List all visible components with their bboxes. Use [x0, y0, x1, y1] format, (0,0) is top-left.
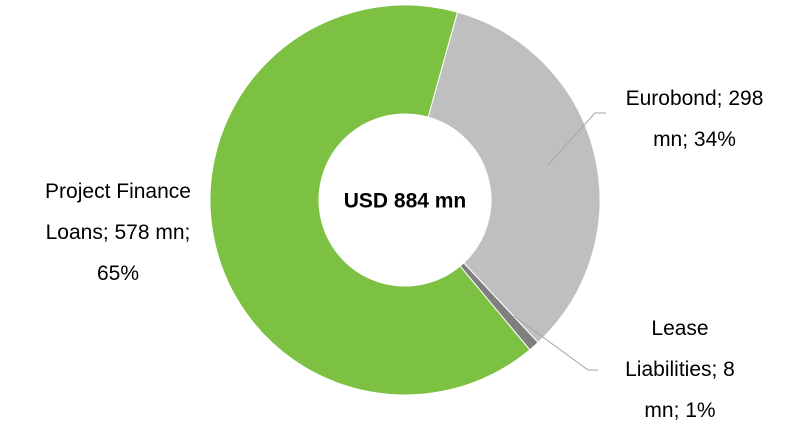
data-label: Project Finance Loans; 578 mn; 65%	[45, 180, 191, 285]
leader-line	[513, 315, 598, 371]
leader-line	[547, 112, 606, 166]
center-label: USD 884 mn	[344, 190, 467, 213]
slices	[209, 4, 601, 396]
donut-slice	[209, 4, 531, 396]
data-label: Eurobond; 298 mn; 34%	[625, 87, 764, 151]
donut-slice	[427, 11, 601, 344]
data-label: Lease Liabilities; 8 mn; 1%	[625, 317, 735, 422]
